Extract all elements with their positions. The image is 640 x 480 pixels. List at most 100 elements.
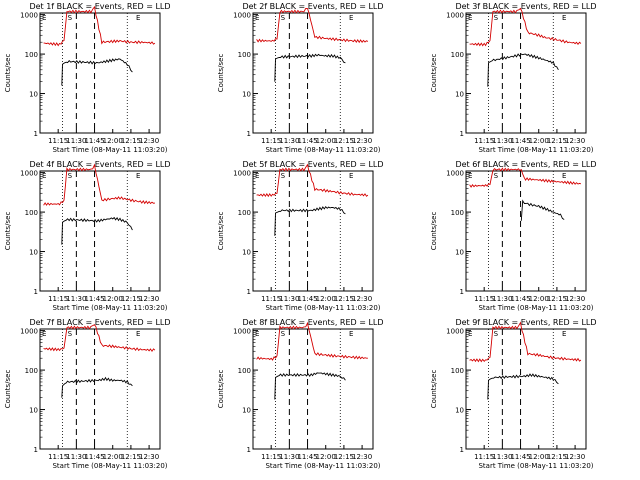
plot-frame <box>252 170 374 292</box>
e-marker-label: E <box>562 14 566 22</box>
s-marker-label: S <box>68 172 73 180</box>
plot-frame <box>39 328 161 450</box>
y-axis-label: Counts/sec <box>4 54 12 93</box>
lld-series-line <box>43 5 156 47</box>
y-tick-label: 1000 <box>233 12 251 20</box>
plot-frame <box>465 328 587 450</box>
chart-svg: Det 8f BLACK = Events, RED = LLD 1 10 100 10… <box>217 318 384 470</box>
x-axis-label: Start Time (08-May-11 11:03:20) <box>478 462 593 470</box>
x-tick-label: 12:15 <box>334 453 354 461</box>
y-tick-label: 1000 <box>233 328 251 336</box>
y-axis-label: Counts/sec <box>217 212 225 251</box>
lld-series-line <box>256 8 369 44</box>
e-marker-label: E <box>255 330 259 338</box>
y-tick-label: 1 <box>34 130 38 138</box>
events-series-line <box>61 58 133 86</box>
s-marker-label: S <box>494 14 499 22</box>
x-tick-label: 11:15 <box>261 453 281 461</box>
events-series-line <box>520 199 565 221</box>
e-marker-label: E <box>255 14 259 22</box>
chart-svg: Det 7f BLACK = Events, RED = LLD 1 10 100 10… <box>4 318 171 470</box>
y-tick-label: 10 <box>29 249 38 257</box>
x-tick-label: 11:45 <box>297 295 317 303</box>
x-tick-label: 11:30 <box>66 137 86 145</box>
x-axis-label: Start Time (08-May-11 11:03:20) <box>265 462 380 470</box>
s-marker-label: S <box>494 172 499 180</box>
x-tick-label: 12:30 <box>565 295 585 303</box>
x-tick-label: 11:45 <box>510 295 530 303</box>
s-marker-label: S <box>281 330 286 338</box>
x-tick-label: 12:15 <box>334 137 354 145</box>
x-axis-label: Start Time (08-May-11 11:03:20) <box>52 146 167 154</box>
detector-panel: Det 1f BLACK = Events, RED = LLD 1 10 100 10… <box>0 0 213 158</box>
x-tick-label: 12:30 <box>565 453 585 461</box>
y-tick-label: 1 <box>460 130 464 138</box>
events-series-line <box>61 376 133 398</box>
x-tick-label: 11:30 <box>279 137 299 145</box>
x-tick-label: 11:30 <box>492 137 512 145</box>
lld-series-line <box>469 167 582 188</box>
x-axis-label: Start Time (08-May-11 11:03:20) <box>478 146 593 154</box>
x-tick-label: 11:30 <box>66 453 86 461</box>
y-tick-label: 1000 <box>446 12 464 20</box>
e-marker-label: E <box>136 14 140 22</box>
s-marker-label: S <box>68 330 73 338</box>
events-series-line <box>274 372 346 400</box>
chart-svg: Det 6f BLACK = Events, RED = LLD 1 10 100 10… <box>430 160 597 312</box>
y-axis-label: Counts/sec <box>430 54 438 93</box>
y-tick-label: 100 <box>25 367 38 375</box>
e-marker-label: E <box>562 330 566 338</box>
y-axis-label: Counts/sec <box>430 370 438 409</box>
detector-panel: Det 7f BLACK = Events, RED = LLD 1 10 100 10… <box>0 316 213 474</box>
e-marker-label: E <box>42 330 46 338</box>
detector-panel: Det 8f BLACK = Events, RED = LLD 1 10 100 10… <box>213 316 426 474</box>
x-tick-label: 12:15 <box>547 453 567 461</box>
x-tick-label: 12:30 <box>139 295 159 303</box>
x-tick-label: 11:15 <box>474 453 494 461</box>
plot-frame <box>252 12 374 134</box>
y-tick-label: 10 <box>455 91 464 99</box>
x-tick-label: 12:00 <box>529 137 549 145</box>
e-marker-label: E <box>468 172 472 180</box>
x-tick-label: 12:30 <box>352 295 372 303</box>
e-marker-label: E <box>42 172 46 180</box>
chart-title: Det 6f BLACK = Events, RED = LLD <box>455 160 596 169</box>
x-axis-label: Start Time (08-May-11 11:03:20) <box>265 146 380 154</box>
x-tick-label: 12:00 <box>316 295 336 303</box>
x-tick-label: 12:15 <box>121 453 141 461</box>
chart-title: Det 4f BLACK = Events, RED = LLD <box>29 160 170 169</box>
y-tick-label: 1000 <box>446 328 464 336</box>
events-series-line <box>274 205 346 236</box>
x-tick-label: 11:30 <box>66 295 86 303</box>
y-tick-label: 1000 <box>233 170 251 178</box>
x-tick-label: 12:00 <box>529 453 549 461</box>
plot-frame <box>39 12 161 134</box>
x-tick-label: 12:00 <box>103 453 123 461</box>
x-tick-label: 12:30 <box>139 453 159 461</box>
x-tick-label: 12:30 <box>352 137 372 145</box>
e-marker-label: E <box>136 330 140 338</box>
y-tick-label: 1 <box>247 288 251 296</box>
lld-series-line <box>43 324 156 353</box>
detector-panel: Det 2f BLACK = Events, RED = LLD 1 10 100 10… <box>213 0 426 158</box>
lld-series-line <box>43 163 155 206</box>
y-tick-label: 100 <box>451 51 464 59</box>
x-tick-label: 12:00 <box>316 137 336 145</box>
plot-frame <box>39 170 161 292</box>
e-marker-label: E <box>255 172 259 180</box>
chart-svg: Det 4f BLACK = Events, RED = LLD 1 10 100 10… <box>4 160 171 312</box>
y-tick-label: 100 <box>238 209 251 217</box>
x-tick-label: 12:15 <box>334 295 354 303</box>
y-tick-label: 1 <box>460 288 464 296</box>
lld-series-line <box>256 321 368 361</box>
y-tick-label: 1000 <box>20 12 38 20</box>
x-tick-label: 12:30 <box>352 453 372 461</box>
e-marker-label: E <box>136 172 140 180</box>
x-tick-label: 11:30 <box>279 295 299 303</box>
x-tick-label: 11:45 <box>510 137 530 145</box>
chart-svg: Det 9f BLACK = Events, RED = LLD 1 10 100 10… <box>430 318 597 470</box>
e-marker-label: E <box>349 172 353 180</box>
y-axis-label: Counts/sec <box>217 54 225 93</box>
lld-series-line <box>469 321 582 363</box>
